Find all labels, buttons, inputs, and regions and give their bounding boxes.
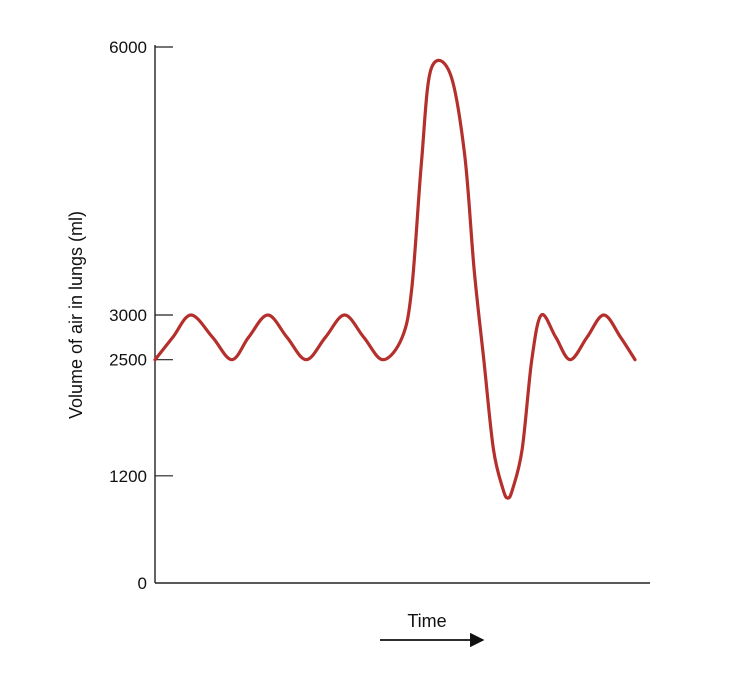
y-tick-label-6000: 6000 (109, 38, 147, 57)
y-tick-label-2500: 2500 (109, 351, 147, 370)
lung-volume-line (153, 58, 637, 500)
y-tick-label-3000: 3000 (109, 306, 147, 325)
y-tick-label-1200: 1200 (109, 467, 147, 486)
y-tick-label-0: 0 (138, 574, 147, 593)
y-ticks (155, 46, 173, 477)
x-axis-label: Time (407, 611, 446, 631)
y-tick-labels: 0 1200 2500 3000 6000 (109, 38, 147, 593)
y-axis-label: Volume of air in lungs (ml) (66, 211, 86, 419)
